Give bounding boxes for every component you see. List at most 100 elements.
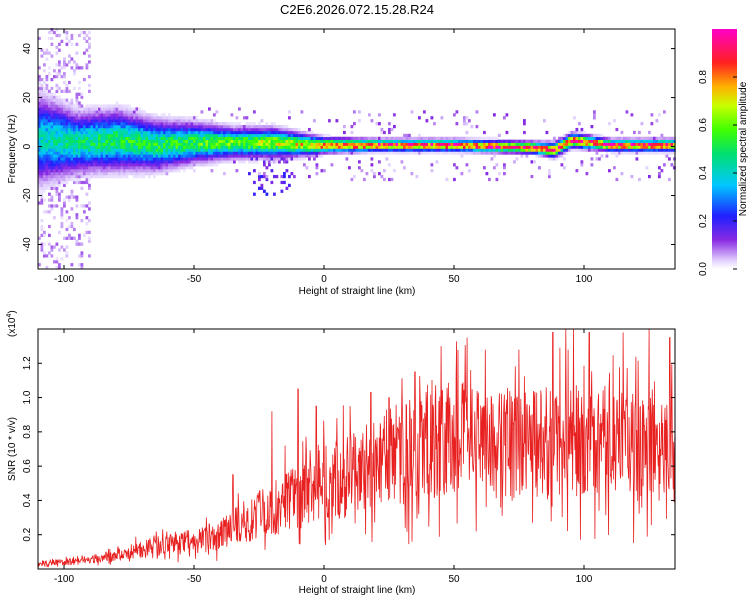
- heatmap-cell: [173, 169, 176, 173]
- heatmap-cell: [615, 148, 619, 152]
- heatmap-cell: [250, 160, 254, 164]
- heatmap-cell: [453, 148, 456, 152]
- heatmap-cell: [215, 139, 219, 143]
- heatmap-cell: [58, 133, 61, 138]
- heatmap-cell: [640, 151, 644, 155]
- heatmap-cell: [278, 148, 281, 152]
- heatmap-cell: [48, 177, 51, 182]
- heatmap-cell: [48, 224, 51, 229]
- heatmap-cell: [133, 107, 136, 111]
- heatmap-cell: [295, 142, 299, 146]
- heatmap-cell: [90, 154, 94, 158]
- heatmap-cell: [363, 145, 366, 149]
- heatmap-cell: [565, 145, 569, 149]
- heatmap-cell: [100, 125, 104, 129]
- heatmap-cell: [128, 136, 131, 140]
- heatmap-cell: [205, 157, 209, 161]
- heatmap-cell: [465, 151, 469, 155]
- heatmap-cell: [610, 142, 614, 146]
- heatmap-cell: [220, 136, 224, 140]
- heatmap-cell: [55, 180, 59, 185]
- heatmap-cell: [50, 30, 54, 35]
- heatmap-cell: [280, 125, 284, 129]
- heatmap-cell: [545, 154, 549, 158]
- heatmap-cell: [285, 145, 289, 149]
- heatmap-cell: [465, 142, 469, 146]
- heatmap-cell: [348, 136, 351, 140]
- heatmap-cell: [558, 142, 561, 146]
- heatmap-cell: [140, 116, 144, 120]
- heatmap-cell: [120, 110, 124, 114]
- heatmap-cell: [480, 139, 484, 143]
- heatmap-cell: [468, 148, 471, 152]
- heatmap-cell: [48, 163, 51, 167]
- heatmap-cell: [80, 148, 84, 152]
- heatmap-cell: [80, 266, 84, 270]
- heatmap-cell: [195, 151, 199, 155]
- heatmap-cell: [445, 151, 449, 155]
- heatmap-cell: [48, 113, 51, 117]
- heatmap-cell: [60, 110, 64, 114]
- heatmap-cell: [373, 142, 376, 146]
- heatmap-cell: [595, 151, 599, 155]
- heatmap-cell: [355, 145, 359, 149]
- heatmap-cell: [418, 116, 421, 120]
- heatmap-cell: [238, 136, 241, 140]
- heatmap-cell: [233, 154, 236, 158]
- heatmap-cell: [493, 151, 496, 155]
- heatmap-cell: [153, 125, 156, 129]
- heatmap-cell: [305, 151, 309, 155]
- heatmap-cell: [583, 145, 586, 149]
- heatmap-cell: [385, 151, 389, 155]
- heatmap-cell: [88, 163, 91, 167]
- heatmap-cell: [65, 104, 69, 108]
- heatmap-cell: [110, 169, 114, 173]
- heatmap-cell: [43, 80, 46, 85]
- heatmap-cell: [393, 148, 396, 152]
- heatmap-cell: [308, 127, 311, 132]
- heatmap-cell: [70, 151, 74, 155]
- heatmap-cell: [400, 148, 404, 152]
- heatmap-cell: [135, 160, 139, 164]
- snr-x-tick-label: 0: [321, 574, 327, 585]
- heatmap-cell: [58, 174, 61, 179]
- heatmap-cell: [143, 116, 146, 120]
- heatmap-cell: [468, 119, 471, 123]
- heatmap-cell: [215, 160, 219, 164]
- heatmap-cell: [610, 145, 614, 149]
- heatmap-cell: [113, 172, 116, 176]
- heatmap-cell: [55, 127, 59, 132]
- heatmap-cell: [158, 119, 161, 123]
- heatmap-cell: [128, 151, 131, 155]
- heatmap-cell: [105, 163, 109, 167]
- heatmap-cell: [325, 136, 329, 140]
- heatmap-cell: [283, 139, 286, 143]
- heatmap-cell: [75, 119, 79, 123]
- heatmap-cell: [133, 125, 136, 129]
- heatmap-cell: [65, 210, 69, 214]
- heatmap-cell: [250, 142, 254, 146]
- heatmap-cell: [355, 136, 359, 140]
- heatmap-cell: [470, 148, 474, 152]
- heatmap-cell: [535, 148, 539, 152]
- heatmap-cell: [88, 172, 91, 176]
- heatmap-cell: [73, 116, 76, 120]
- heatmap-cell: [68, 163, 71, 167]
- heatmap-cell: [103, 163, 106, 167]
- heatmap-cell: [600, 139, 604, 143]
- heatmap-cell: [673, 148, 676, 152]
- heatmap-cell: [200, 122, 204, 126]
- heatmap-cell: [320, 142, 324, 146]
- heatmap-cell: [218, 145, 221, 149]
- heatmap-cell: [413, 136, 416, 140]
- heatmap-cell: [193, 125, 196, 129]
- heatmap-cell: [63, 169, 66, 173]
- heatmap-cell: [78, 172, 81, 176]
- heatmap-cell: [83, 157, 86, 161]
- heatmap-cell: [575, 127, 579, 132]
- heatmap-cell: [433, 136, 436, 140]
- heatmap-cell: [273, 122, 276, 126]
- heatmap-cell: [38, 75, 41, 79]
- heatmap-cell: [658, 139, 661, 143]
